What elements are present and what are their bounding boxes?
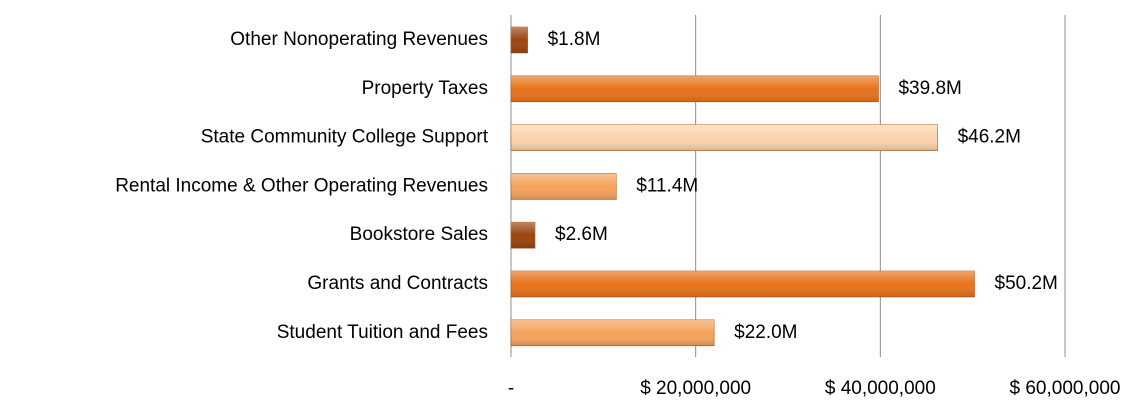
bar (510, 173, 617, 200)
y-tick-label: Other Nonoperating Revenues (230, 29, 488, 50)
data-label: $39.8M (898, 78, 961, 99)
x-tick-label: $ 60,000,000 (1010, 378, 1121, 399)
bar (510, 221, 536, 249)
bar (510, 319, 715, 347)
x-tick-label: $ 20,000,000 (640, 378, 751, 399)
y-tick-label: Bookstore Sales (350, 224, 488, 245)
x-tick-label: - (508, 378, 514, 399)
bar (510, 124, 938, 151)
y-tick-label: Grants and Contracts (307, 273, 488, 294)
data-label: $22.0M (734, 322, 797, 343)
y-tick-label: Property Taxes (362, 78, 488, 99)
data-label: $2.6M (555, 224, 608, 245)
bar (510, 270, 975, 298)
y-tick-label: Student Tuition and Fees (277, 322, 488, 343)
bar (510, 75, 879, 103)
data-label: $1.8M (548, 29, 601, 50)
data-label: $50.2M (995, 273, 1058, 294)
y-tick-label: State Community College Support (201, 127, 489, 148)
data-label: $46.2M (958, 127, 1021, 148)
data-label: $11.4M (636, 175, 698, 196)
y-tick-label: Rental Income & Other Operating Revenues (115, 175, 488, 196)
bar (510, 26, 528, 54)
x-tick-label: $ 40,000,000 (825, 378, 936, 399)
